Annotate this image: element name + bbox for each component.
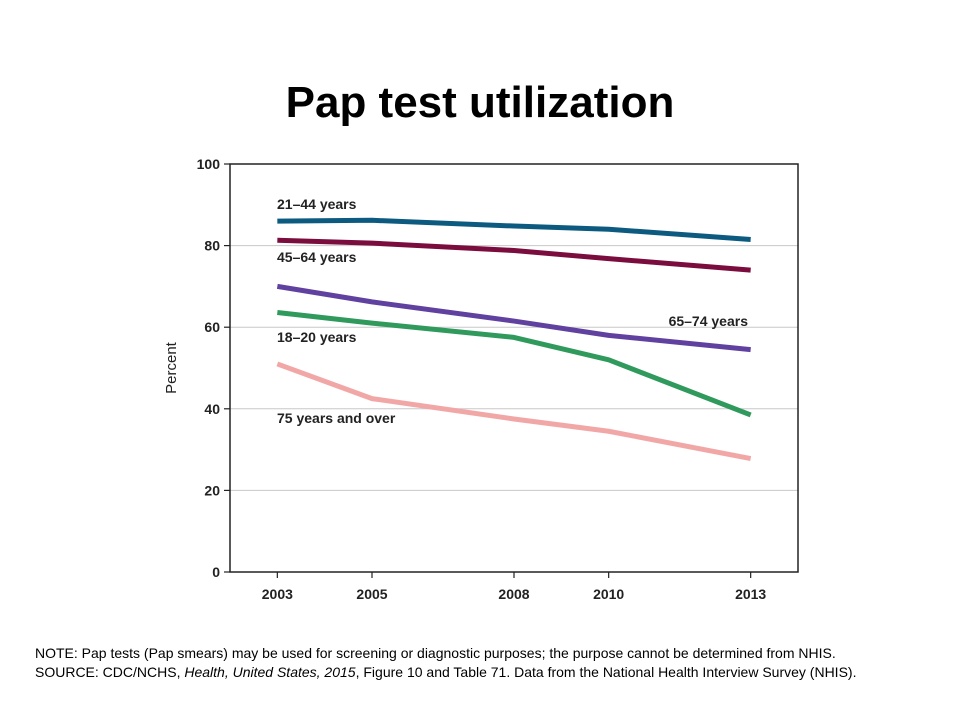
series-labels: 21–44 years 45–64 years 65–74 years 18–20 y… (277, 196, 748, 426)
series-line (276, 361, 752, 462)
series-label: 65–74 years (669, 313, 749, 329)
x-tick-label: 2013 (735, 586, 766, 602)
y-axis-ticks: 0 20 40 60 80 100 (197, 156, 230, 580)
x-tick-label: 2005 (356, 586, 387, 602)
source-suffix: , Figure 10 and Table 71. Data from the … (355, 664, 857, 680)
series-label: 21–44 years (277, 196, 357, 212)
source-prefix: SOURCE: CDC/NCHS, (35, 664, 185, 680)
series-label: 18–20 years (277, 329, 357, 345)
series-line (277, 310, 752, 418)
series-lines (276, 217, 752, 462)
grid-lines (230, 245, 798, 491)
x-axis-ticks: 2003 2005 2008 2010 2013 (262, 572, 766, 602)
source-italic: Health, United States, 2015 (184, 664, 356, 680)
note-text: NOTE: Pap tests (Pap smears) may be used… (35, 645, 836, 661)
x-tick-label: 2010 (593, 586, 624, 602)
y-tick-label: 80 (204, 238, 220, 254)
y-tick-label: 0 (212, 564, 220, 580)
page-title: Pap test utilization (285, 78, 675, 127)
line-chart: 0 20 40 60 80 100 2003 2005 2008 2010 2013 21–44 … (163, 156, 799, 602)
x-tick-label: 2008 (498, 586, 529, 602)
y-tick-label: 60 (204, 319, 220, 335)
series-label: 45–64 years (277, 249, 357, 265)
y-axis-label: Percent (163, 341, 180, 394)
series-line (277, 217, 751, 242)
source-text: SOURCE: CDC/NCHS, Health, United States,… (35, 663, 915, 682)
series-line (276, 283, 751, 353)
x-tick-label: 2003 (262, 586, 293, 602)
footnote: NOTE: Pap tests (Pap smears) may be used… (35, 644, 915, 682)
series-label: 75 years and over (277, 410, 396, 426)
y-tick-label: 100 (197, 156, 221, 172)
y-tick-label: 40 (204, 401, 220, 417)
series-line (277, 237, 751, 273)
y-tick-label: 20 (204, 482, 220, 498)
